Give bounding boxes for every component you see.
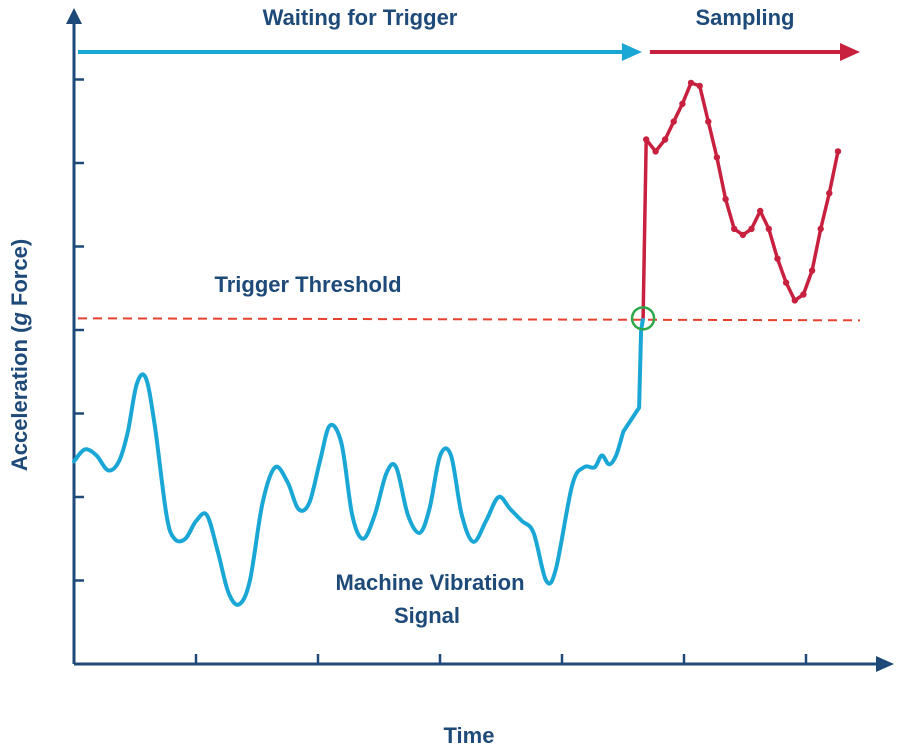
series-point [834, 148, 842, 155]
series-point [765, 225, 772, 233]
trigger-threshold-label: Trigger Threshold [214, 272, 401, 297]
x-ticks [194, 654, 808, 664]
series-point [748, 225, 755, 233]
series-point [817, 225, 824, 233]
series-sampling [641, 79, 842, 319]
series-point [757, 207, 764, 215]
series-point [774, 255, 781, 262]
phase-arrow-head-icon [840, 43, 860, 61]
series-point [687, 79, 695, 87]
series-point [679, 100, 686, 108]
series-point [652, 148, 659, 155]
trigger-threshold-line [77, 317, 861, 322]
trigger-crossing-marker [630, 306, 656, 331]
phase-arrows [78, 43, 860, 61]
series-point [696, 82, 703, 90]
phase-arrow-head-icon [621, 43, 642, 61]
series-point [791, 297, 798, 304]
y-axis-arrow-icon [66, 8, 82, 24]
waiting-for-trigger-label: Waiting for Trigger [263, 5, 458, 30]
y-ticks [74, 78, 84, 582]
series-point [739, 231, 747, 239]
series-waiting [72, 317, 646, 607]
axes [66, 8, 894, 672]
x-axis-arrow-icon [876, 656, 894, 672]
y-axis-label-part-2: Force) [7, 239, 32, 312]
series-point [782, 279, 790, 286]
series-line-rise [621, 317, 646, 433]
series-point [643, 136, 650, 143]
y-axis-label-part-1: Acceleration ( [7, 325, 32, 471]
series-point [705, 118, 712, 125]
series-point [670, 118, 677, 125]
machine-vibration-label-line-1: Machine Vibration [335, 570, 524, 595]
series-layer [72, 79, 842, 607]
series-point [808, 267, 816, 274]
x-axis-label: Time [444, 723, 495, 748]
series-point [731, 225, 738, 233]
machine-vibration-label-line-2: Signal [394, 603, 460, 628]
series-point [800, 291, 807, 298]
series-point [661, 136, 669, 143]
y-axis-label: Acceleration (g Force) [7, 239, 32, 471]
y-axis-label-g: g [7, 312, 32, 327]
series-line [641, 81, 840, 319]
series-point [713, 154, 721, 161]
sampling-label: Sampling [695, 5, 794, 30]
series-line [72, 372, 626, 607]
series-point [722, 195, 729, 203]
series-point [826, 190, 833, 197]
